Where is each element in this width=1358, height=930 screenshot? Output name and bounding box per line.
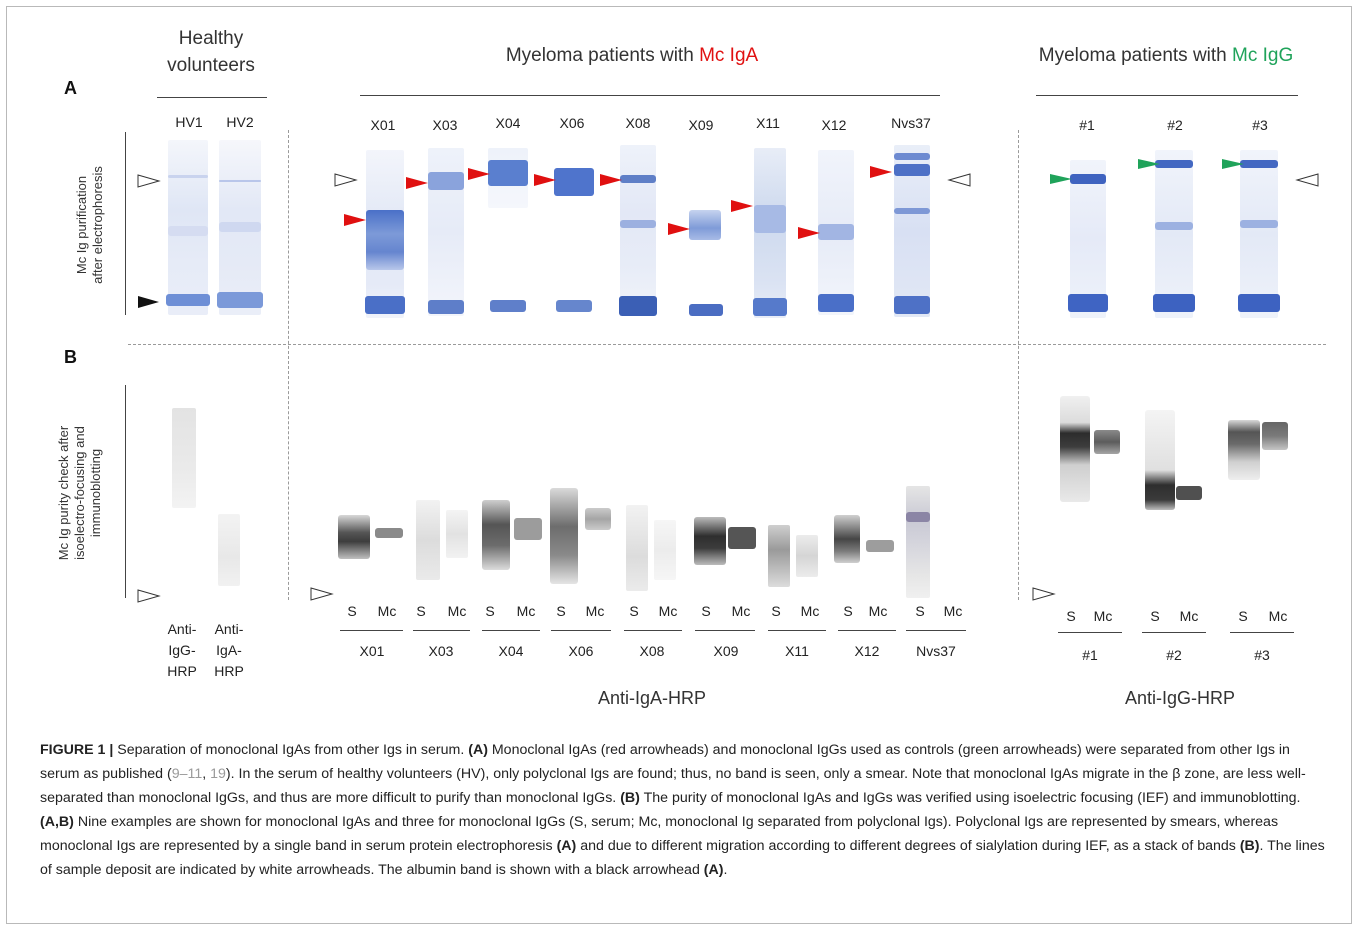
mc-label: Mc xyxy=(447,603,467,619)
mc-label: Mc xyxy=(1268,608,1288,624)
lane-label-b-x09: X09 xyxy=(713,643,739,659)
antibody-label-iga: Anti-IgA-HRP xyxy=(597,688,707,708)
mc-label: Mc xyxy=(1179,608,1199,624)
lane-label-b-x03: X03 xyxy=(428,643,454,659)
s-label: S xyxy=(843,603,853,619)
s-label: S xyxy=(629,603,639,619)
figure-caption: FIGURE 1 | Separation of monoclonal IgAs… xyxy=(40,742,1325,878)
lane-label-b-nvs37: Nvs37 xyxy=(916,643,956,659)
lane-label-x04: X04 xyxy=(495,115,521,131)
red-arrowhead-icon xyxy=(798,227,820,239)
green-arrowhead-icon xyxy=(1222,159,1244,169)
s-label: S xyxy=(416,603,426,619)
lane-label-b-x08: X08 xyxy=(639,643,665,659)
lane-label-b-x11: X11 xyxy=(785,643,809,659)
lane-label-x09: X09 xyxy=(688,117,714,133)
header-igg: Myeloma patients with Mc IgG xyxy=(1038,45,1294,66)
white-arrowhead-icon xyxy=(334,173,358,187)
s-label: S xyxy=(556,603,566,619)
green-arrowhead-icon xyxy=(1050,174,1072,184)
lane-label-x06: X06 xyxy=(559,115,585,131)
lane-label-x03: X03 xyxy=(432,117,458,133)
red-arrowhead-icon xyxy=(731,200,753,212)
s-label: S xyxy=(701,603,711,619)
mc-label: Mc xyxy=(731,603,751,619)
lane-label-b-x12: X12 xyxy=(854,643,880,659)
lane-label-b-igg1: #1 xyxy=(1082,647,1098,663)
black-arrowhead-icon xyxy=(138,296,159,308)
red-arrowhead-icon xyxy=(344,214,366,226)
red-arrowhead-icon xyxy=(534,174,556,186)
green-arrowhead-icon xyxy=(1138,159,1160,169)
lane-label-b-igg2: #2 xyxy=(1166,647,1182,663)
s-label: S xyxy=(1238,608,1248,624)
red-arrowhead-icon xyxy=(668,223,690,235)
lane-label-x12: X12 xyxy=(821,117,847,133)
lane-label-x08: X08 xyxy=(625,115,651,131)
white-arrowhead-icon xyxy=(1295,173,1319,187)
hv2-antibody-label: Anti- IgA- HRP xyxy=(214,621,244,679)
lane-label-b-x06: X06 xyxy=(568,643,594,659)
antibody-label-igg: Anti-IgG-HRP xyxy=(1124,688,1236,708)
header-healthy-line1: Healthy xyxy=(178,28,244,49)
s-label: S xyxy=(347,603,357,619)
s-label: S xyxy=(1066,608,1076,624)
figure-frame xyxy=(6,6,1352,924)
lane-label-b-x01: X01 xyxy=(359,643,385,659)
lane-label-igg2: #2 xyxy=(1167,117,1183,133)
side-label-a: Mc Ig purification after electrophoresis xyxy=(74,166,105,284)
panel-label-b: B xyxy=(64,347,77,367)
s-label: S xyxy=(771,603,781,619)
s-label: S xyxy=(1150,608,1160,624)
mc-label: Mc xyxy=(1093,608,1113,624)
white-arrowhead-icon xyxy=(137,174,161,188)
header-healthy-line2: volunteers xyxy=(167,55,255,76)
s-label: S xyxy=(485,603,495,619)
white-arrowhead-icon xyxy=(137,589,161,603)
lane-label-igg1: #1 xyxy=(1079,117,1095,133)
lane-label-hv2: HV2 xyxy=(226,114,254,130)
white-arrowhead-icon xyxy=(947,173,971,187)
lane-label-b-igg3: #3 xyxy=(1254,647,1270,663)
panel-label-a: A xyxy=(64,78,77,98)
mc-label: Mc xyxy=(585,603,605,619)
mc-label: Mc xyxy=(868,603,888,619)
lane-label-x01: X01 xyxy=(370,117,396,133)
red-arrowhead-icon xyxy=(406,177,428,189)
s-label: S xyxy=(915,603,925,619)
red-arrowhead-icon xyxy=(870,166,892,178)
mc-label: Mc xyxy=(943,603,963,619)
mc-label: Mc xyxy=(658,603,678,619)
header-iga: Myeloma patients with Mc IgA xyxy=(505,45,759,66)
white-arrowhead-icon xyxy=(310,587,334,601)
red-arrowhead-icon xyxy=(468,168,490,180)
mc-label: Mc xyxy=(800,603,820,619)
mc-label: Mc xyxy=(516,603,536,619)
lane-label-x11: X11 xyxy=(756,115,780,131)
mc-label: Mc xyxy=(377,603,397,619)
lane-label-hv1: HV1 xyxy=(175,114,203,130)
side-label-b: Mc Ig purity check after isoelectro-focus… xyxy=(56,425,103,561)
lane-label-b-x04: X04 xyxy=(498,643,524,659)
white-arrowhead-icon xyxy=(1032,587,1056,601)
red-arrowhead-icon xyxy=(600,174,622,186)
hv1-antibody-label: Anti- IgG- HRP xyxy=(167,621,197,679)
lane-label-igg3: #3 xyxy=(1252,117,1268,133)
lane-label-nvs37: Nvs37 xyxy=(891,115,931,131)
